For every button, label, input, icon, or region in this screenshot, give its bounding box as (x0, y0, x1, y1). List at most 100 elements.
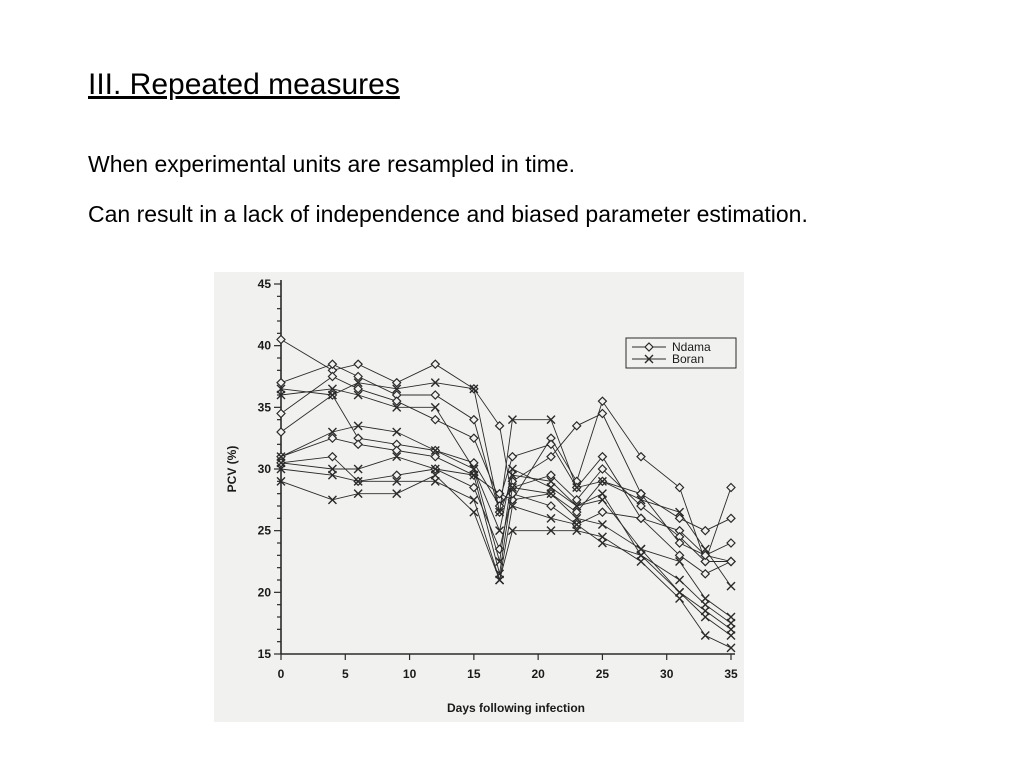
boran-point (597, 532, 607, 542)
boran-point (507, 470, 517, 480)
ndama-point (391, 470, 402, 481)
boran-point (700, 631, 710, 640)
boran-point (353, 476, 363, 486)
boran-point (392, 452, 402, 462)
boran-series (276, 378, 736, 591)
boran-point (276, 464, 286, 474)
boran-point (507, 415, 517, 425)
ndama-point (353, 383, 363, 394)
x-tick-label: 5 (342, 667, 349, 681)
boran-point (430, 378, 440, 388)
ndama-point (726, 538, 736, 548)
ndama-point (430, 451, 441, 462)
x-axis-title: Days following infection (447, 701, 585, 715)
ndama-point (597, 396, 608, 407)
ndama-point (276, 408, 286, 419)
ndama-point (636, 513, 646, 524)
boran-point (636, 495, 646, 505)
ndama-point (546, 439, 556, 450)
boran-point (392, 384, 402, 394)
axes: 15 20 25 30 35 40 45 0 5 10 15 20 25 30 35 Days followi… (225, 277, 738, 715)
slide-title: III. Repeated measures (88, 68, 400, 101)
ndama-series (276, 451, 736, 579)
boran-point (726, 643, 736, 653)
boran-point (495, 575, 505, 585)
boran-point (276, 390, 286, 400)
boran-point (392, 476, 402, 486)
boran-point (327, 427, 337, 437)
boran-point (546, 415, 556, 425)
boran-point (507, 501, 517, 511)
boran-point (507, 526, 517, 536)
boran-point (276, 476, 286, 486)
ndama-point (571, 507, 582, 518)
ndama-point (469, 414, 479, 425)
boran-point (700, 612, 710, 622)
x-tick-label: 35 (724, 667, 738, 681)
boran-point (495, 507, 505, 517)
ndama-point (597, 408, 608, 419)
boran-point (726, 581, 736, 591)
series-group (276, 334, 736, 653)
ndama-point (430, 390, 441, 400)
boran-point (353, 390, 363, 400)
boran-point (392, 489, 402, 499)
boran-point (644, 354, 654, 364)
boran-point (469, 495, 479, 505)
legend-box (625, 337, 737, 369)
boran-point (353, 421, 363, 431)
ndama-point (327, 451, 338, 462)
ndama-point (353, 371, 363, 382)
boran-point (469, 384, 479, 394)
ndama-point (391, 377, 402, 388)
y-tick-label: 45 (258, 277, 272, 291)
boran-point (675, 594, 685, 603)
ndama-point (430, 414, 441, 425)
ndama-point (674, 550, 685, 561)
x-tick-label: 0 (278, 667, 285, 681)
boran-point (469, 470, 479, 480)
x-tick-label: 30 (660, 667, 674, 681)
boran-series (276, 421, 736, 628)
ndama-point (571, 494, 582, 505)
ndama-point (391, 445, 402, 456)
pcv-chart: 15 20 25 30 35 40 45 0 5 10 15 20 25 30 35 Days followi… (225, 277, 738, 715)
ndama-point (391, 396, 402, 407)
boran-point (546, 489, 556, 499)
ndama-point (597, 507, 608, 518)
boran-point (430, 402, 440, 412)
boran-point (546, 476, 556, 486)
ndama-point (700, 568, 711, 579)
boran-series (276, 452, 736, 634)
boran-point (353, 489, 363, 499)
bullet-independence: Can result in a lack of independence and… (88, 201, 808, 227)
ndama-point (546, 451, 556, 462)
ndama-point (327, 371, 338, 382)
boran-point (430, 446, 440, 455)
y-tick-label: 40 (258, 339, 272, 353)
boran-point (546, 513, 556, 523)
boran-point (572, 501, 582, 511)
ndama-point (327, 433, 338, 444)
boran-point (327, 495, 337, 505)
boran-point (507, 483, 517, 492)
y-tick-label: 30 (258, 462, 272, 476)
ndama-point (597, 451, 608, 462)
ndama-point (636, 451, 646, 462)
ndama-point (494, 420, 505, 431)
ndama-point (353, 359, 363, 370)
y-axis-title: PCV (%) (225, 446, 239, 493)
x-tick-label: 25 (596, 667, 610, 681)
ndama-point (726, 513, 736, 524)
boran-point (572, 483, 582, 492)
y-tick-label: 15 (258, 647, 272, 661)
boran-point (546, 526, 556, 536)
ndama-point (597, 464, 608, 474)
boran-point (353, 464, 363, 474)
boran-point (327, 470, 337, 480)
y-tick-label: 35 (258, 400, 272, 414)
boran-point (675, 557, 685, 566)
ndama-point (674, 513, 685, 524)
ndama-point (571, 420, 582, 431)
boran-point (392, 427, 402, 437)
